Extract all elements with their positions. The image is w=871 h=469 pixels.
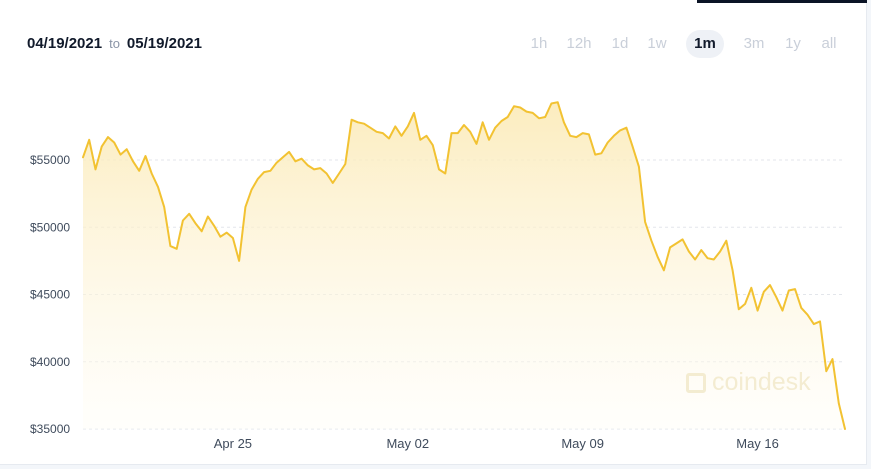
timeframe-1h-button[interactable]: 1h [530, 35, 548, 52]
x-tick-label: May 09 [561, 436, 604, 451]
active-tab-indicator [697, 0, 867, 3]
timeframe-1w-button[interactable]: 1w [647, 35, 667, 52]
date-range-separator: to [109, 36, 120, 51]
timeframe-1m-button[interactable]: 1m [686, 30, 724, 58]
y-tick-label: $40000 [30, 355, 70, 369]
timeframe-1d-button[interactable]: 1d [611, 35, 629, 52]
x-axis-labels: Apr 25 May 02 May 09 May 16 [214, 436, 779, 451]
area-fill [83, 102, 845, 429]
timeframe-1y-button[interactable]: 1y [785, 35, 801, 52]
start-date: 04/19/2021 [27, 35, 103, 52]
x-tick-label: May 16 [736, 436, 779, 451]
x-tick-label: May 02 [386, 436, 429, 451]
x-tick-label: Apr 25 [214, 436, 252, 451]
series-line [82, 101, 846, 430]
y-tick-label: $45000 [30, 288, 70, 302]
date-range: 04/19/2021 to 05/19/2021 [27, 35, 202, 52]
end-date: 05/19/2021 [126, 35, 202, 52]
price-area [83, 102, 845, 429]
y-tick-label: $55000 [30, 153, 70, 167]
timeframe-3m-button[interactable]: 3m [743, 35, 765, 52]
y-tick-label: $50000 [30, 220, 70, 234]
timeframe-all-button[interactable]: all [821, 35, 837, 52]
price-line [82, 101, 846, 430]
y-axis-labels: $35000 $40000 $45000 $50000 $55000 [30, 153, 70, 436]
y-tick-label: $35000 [30, 422, 70, 436]
timeframe-12h-button[interactable]: 12h [566, 35, 592, 52]
